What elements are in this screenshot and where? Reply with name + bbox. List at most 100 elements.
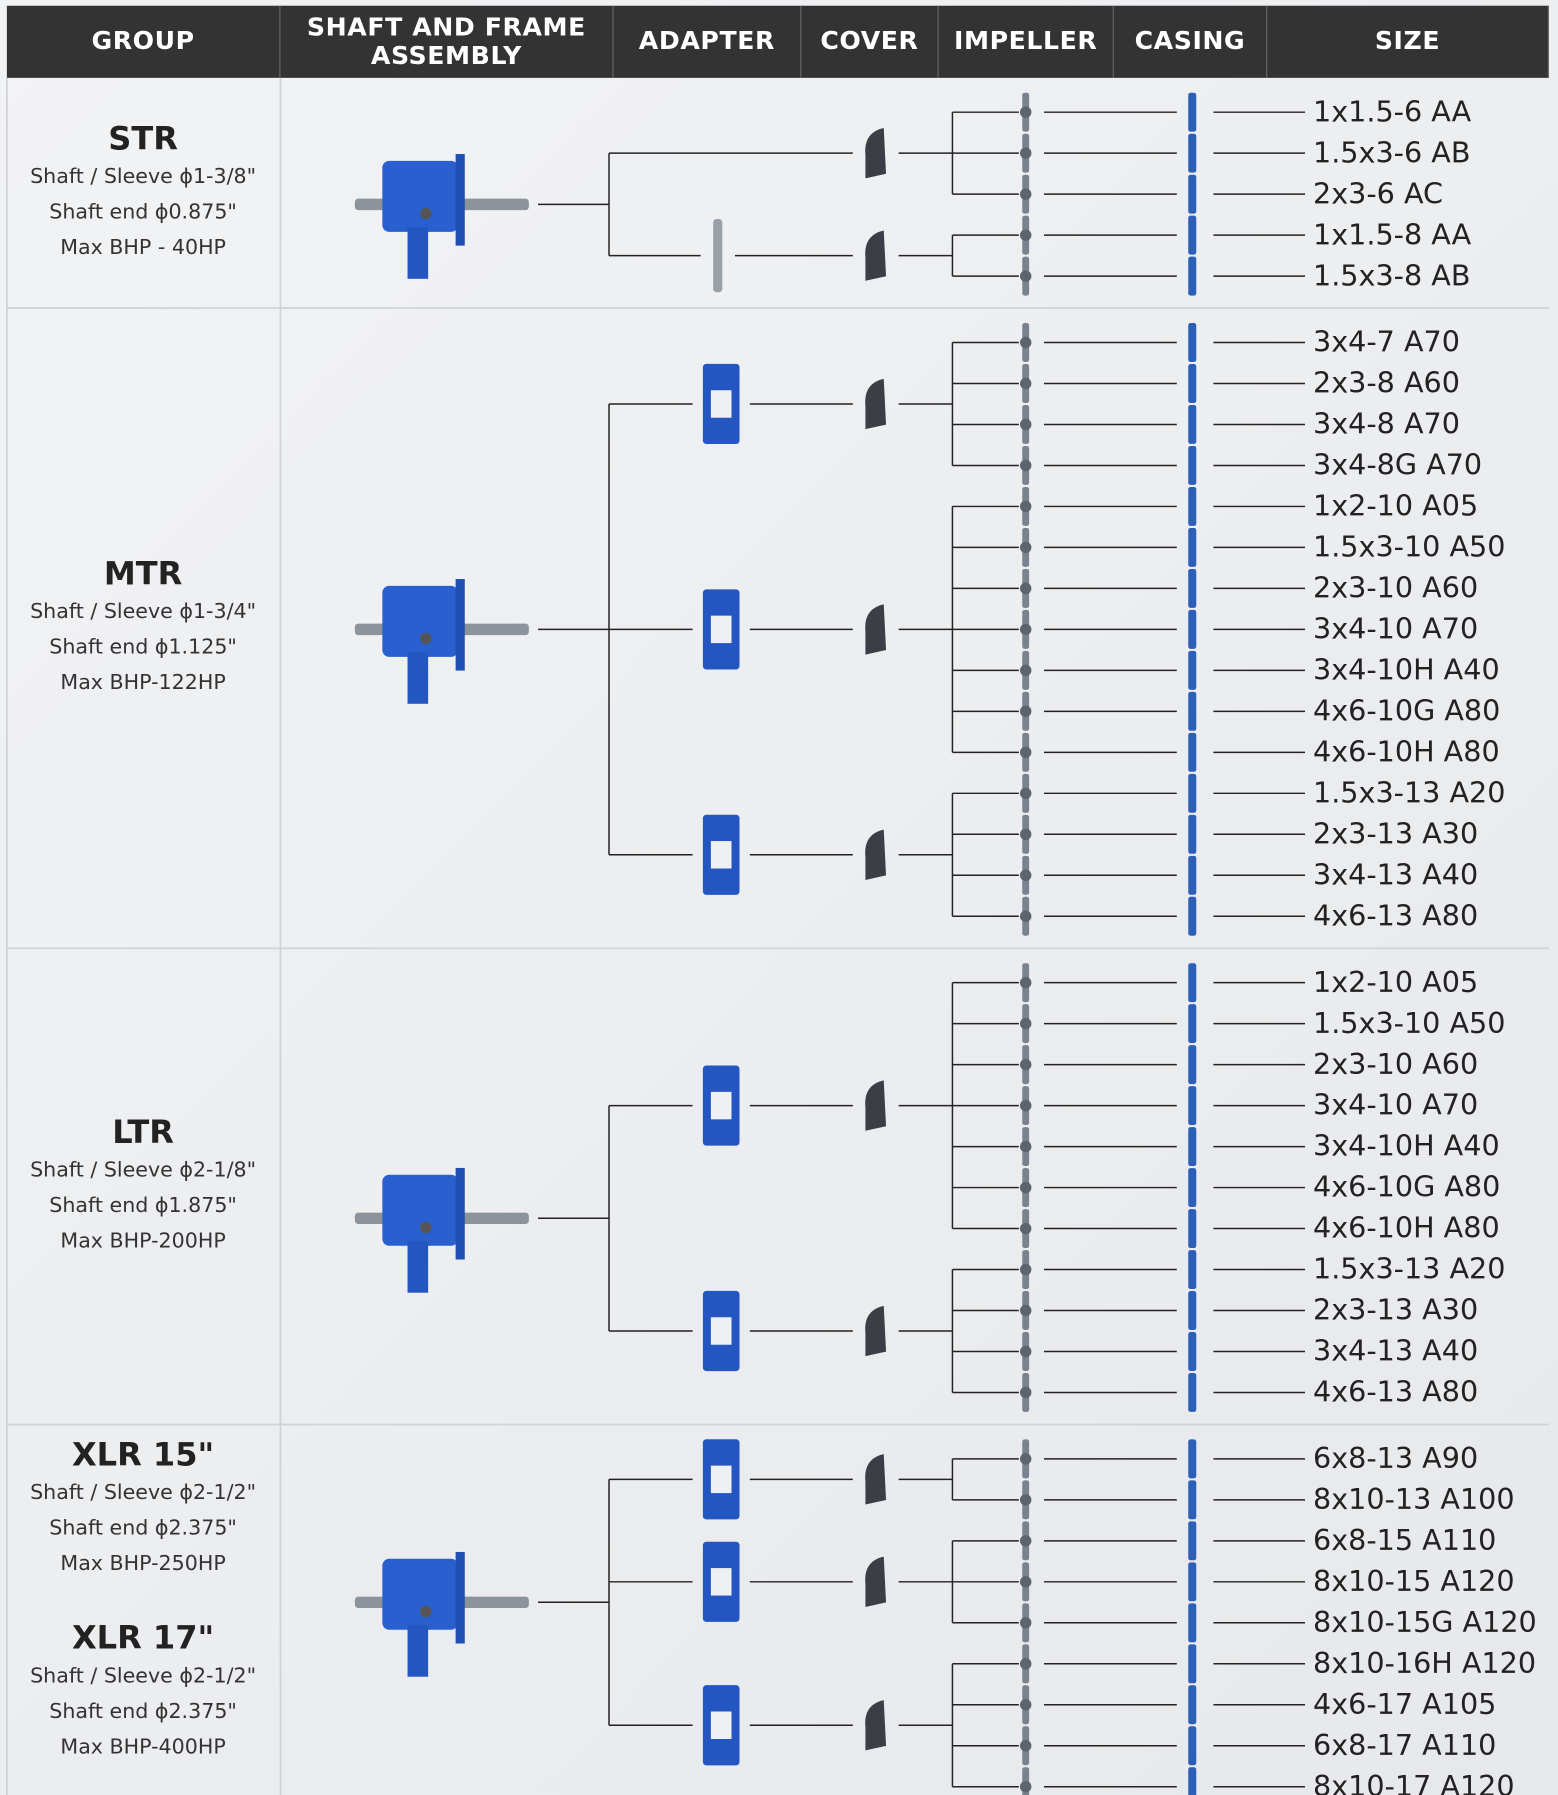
size-label: 3x4-7 A70 (1313, 325, 1460, 359)
group-spec: Shaft / Sleeve ϕ2-1/2" (30, 1480, 256, 1504)
size-label: 4x6-17 A105 (1313, 1687, 1496, 1721)
frame-bolt (420, 632, 432, 645)
size-label: 3x4-10H A40 (1313, 653, 1500, 687)
casing (1188, 773, 1197, 813)
size-label: 4x6-10H A80 (1313, 734, 1500, 768)
casing (1188, 732, 1197, 772)
adapter-window (710, 1317, 732, 1345)
impeller-hub (1019, 1576, 1032, 1588)
size-label: 8x10-15 A120 (1313, 1564, 1515, 1598)
group-spec: Shaft / Sleeve ϕ2-1/2" (30, 1663, 256, 1687)
impeller-hub (1019, 1017, 1032, 1030)
frame-bolt (420, 207, 432, 220)
adapter-window (710, 1568, 732, 1596)
cover (865, 1454, 887, 1505)
size-label: 2x3-13 A30 (1313, 1293, 1478, 1327)
casing (1188, 445, 1197, 485)
impeller-hub (1019, 976, 1032, 989)
column-header: SIZE (1267, 5, 1549, 78)
frame-foot (407, 1241, 429, 1293)
group-spec: Shaft / Sleeve ϕ1-3/8" (30, 164, 256, 188)
impeller-hub (1019, 1181, 1032, 1194)
impeller-hub (1019, 1781, 1032, 1793)
casing (1188, 1562, 1197, 1602)
casing (1188, 1004, 1197, 1044)
impeller-hub (1019, 459, 1032, 472)
impeller-hub (1019, 1345, 1032, 1358)
size-label: 1x1.5-6 AA (1313, 94, 1472, 128)
size-label: 1.5x3-10 A50 (1313, 1006, 1505, 1040)
group-spec: Shaft end ϕ2.375" (49, 1516, 237, 1540)
size-label: 2x3-6 AC (1313, 176, 1443, 210)
impeller-hub (1019, 1535, 1032, 1547)
group-spec: Max BHP - 40HP (60, 235, 226, 259)
frame-bolt (420, 1221, 432, 1234)
casing (1188, 1332, 1197, 1371)
impeller-hub (1019, 377, 1032, 390)
casing (1188, 609, 1197, 649)
size-label: 1x2-10 A05 (1313, 965, 1478, 999)
casing (1188, 527, 1197, 567)
impeller-hub (1019, 500, 1032, 513)
frame-body (382, 585, 458, 657)
impeller-hub (1019, 1453, 1032, 1465)
size-label: 3x4-10 A70 (1313, 612, 1478, 646)
size-label: 1.5x3-13 A20 (1313, 1252, 1505, 1286)
group-spec: Max BHP-200HP (60, 1228, 225, 1252)
impeller-hub (1019, 1386, 1032, 1399)
cover (865, 127, 887, 179)
casing (1188, 215, 1197, 255)
impeller-hub (1019, 541, 1032, 554)
size-label: 3x4-10 A70 (1313, 1088, 1478, 1122)
casing (1188, 1767, 1197, 1795)
size-label: 3x4-13 A40 (1313, 857, 1478, 891)
casing (1188, 486, 1197, 526)
group-spec: Shaft end ϕ2.375" (49, 1699, 237, 1723)
adapter-window (710, 841, 732, 869)
cover (865, 230, 887, 281)
group-spec: Max BHP-250HP (60, 1551, 225, 1575)
casing (1188, 1250, 1197, 1289)
size-label: 2x3-8 A60 (1313, 366, 1460, 400)
casing (1188, 691, 1197, 731)
size-label: 2x3-10 A60 (1313, 1047, 1478, 1081)
header: GROUP SHAFT AND FRAME ASSEMBLY ADAPTER COVE… (6, 5, 1549, 78)
impeller-hub (1019, 1699, 1032, 1711)
frame-bolt (420, 1605, 432, 1618)
casing (1188, 323, 1197, 362)
frame-foot (407, 227, 429, 279)
casing (1188, 1209, 1197, 1249)
impeller-hub (1019, 582, 1032, 595)
impeller-hub (1019, 336, 1032, 349)
group-name: XLR 17" (72, 1619, 214, 1657)
size-label: 1.5x3-13 A20 (1313, 775, 1505, 809)
size-label: 8x10-17 A120 (1313, 1769, 1515, 1795)
casing (1188, 174, 1197, 214)
casing (1188, 568, 1197, 608)
impeller-hub (1019, 106, 1032, 118)
impeller-hub (1019, 1263, 1032, 1276)
casing (1188, 1291, 1197, 1330)
casing (1188, 1373, 1197, 1412)
impeller-hub (1019, 418, 1032, 431)
cover (865, 1700, 887, 1751)
frame-body (382, 160, 458, 232)
casing (1188, 814, 1197, 854)
impeller-hub (1019, 1099, 1032, 1112)
impeller-hub (1019, 828, 1032, 841)
size-label: 1.5x3-6 AB (1313, 135, 1470, 169)
casing (1188, 1439, 1197, 1479)
casing (1188, 256, 1197, 296)
size-label: 3x4-13 A40 (1313, 1334, 1478, 1368)
column-header: COVER (801, 5, 939, 78)
casing (1188, 1086, 1197, 1126)
column-header: SHAFT AND FRAME ASSEMBLY (280, 5, 614, 78)
frame-flange (455, 1551, 465, 1644)
size-label: 8x10-13 A100 (1313, 1482, 1515, 1516)
casing (1188, 896, 1197, 936)
group-spec: Shaft end ϕ0.875" (49, 199, 237, 223)
adapter-window (710, 615, 732, 644)
cover (865, 604, 887, 655)
group-spec: Max BHP-122HP (60, 670, 225, 694)
